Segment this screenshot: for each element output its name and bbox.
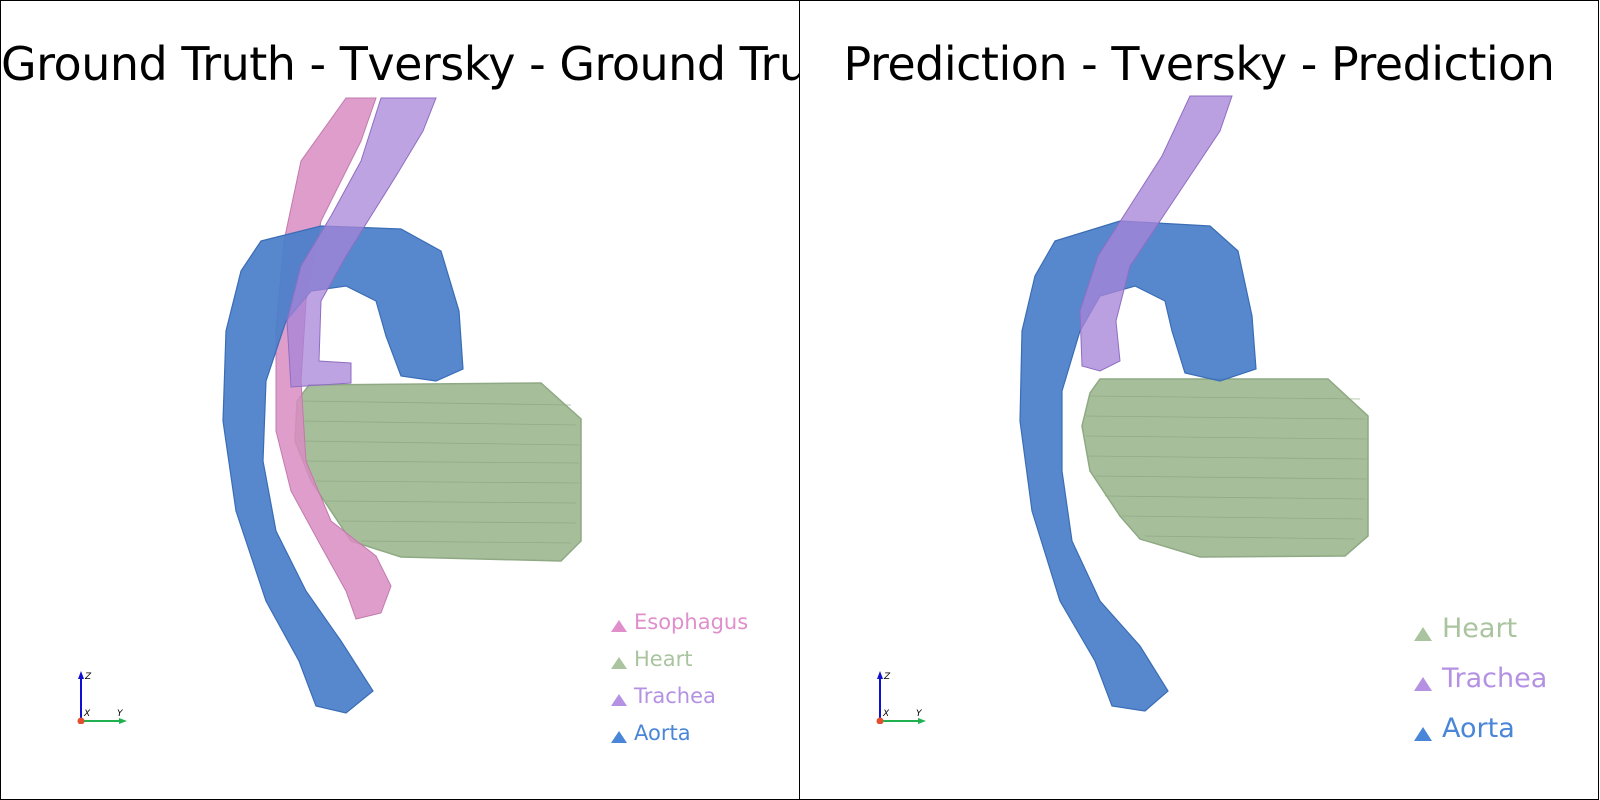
aorta-mesh	[1019, 220, 1257, 712]
trachea-mesh	[286, 97, 437, 388]
heart-texture	[298, 400, 580, 544]
legend-label: Esophagus	[634, 609, 749, 634]
aorta-mesh	[222, 225, 464, 714]
page-title: Ground Truth - Tversky - Ground Truth	[1, 37, 800, 91]
legend-label: Heart	[634, 646, 693, 671]
orientation-axes-icon: Z X Y	[77, 671, 127, 724]
triangle-icon	[611, 656, 627, 669]
legend-label: Aorta	[1442, 712, 1515, 744]
axis-y-label: Y	[916, 709, 923, 719]
triangle-icon	[611, 730, 627, 743]
prediction-3d-render[interactable]	[800, 1, 1598, 799]
legend-label: Aorta	[634, 720, 691, 745]
legend-item-aorta: Aorta	[1414, 703, 1547, 753]
trachea-mesh	[1079, 95, 1233, 372]
legend-item-trachea: Trachea	[1414, 653, 1547, 703]
triangle-icon	[1414, 627, 1432, 641]
axis-x-label: X	[882, 709, 890, 719]
legend-item-heart: Heart	[1414, 603, 1547, 653]
prediction-panel[interactable]: Prediction - Tversky - Prediction Heart …	[799, 0, 1599, 800]
axis-x-label: X	[83, 709, 91, 719]
heart-texture	[1085, 395, 1368, 540]
legend-item-aorta: Aorta	[611, 714, 748, 751]
legend-item-trachea: Trachea	[611, 677, 748, 714]
triangle-icon	[1414, 677, 1432, 691]
legend-label: Trachea	[634, 683, 716, 708]
legend-item-heart: Heart	[611, 640, 748, 677]
page-title: Prediction - Tversky - Prediction	[843, 37, 1555, 91]
legend: Heart Trachea Aorta	[1414, 603, 1547, 753]
triangle-icon	[611, 693, 627, 706]
legend: Esophagus Heart Trachea Aorta	[611, 603, 748, 751]
ground-truth-panel[interactable]: Ground Truth - Tversky - Ground Truth Es…	[0, 0, 800, 800]
ground-truth-3d-render[interactable]	[1, 1, 799, 799]
axis-y-label: Y	[117, 709, 124, 719]
heart-mesh	[1081, 378, 1369, 558]
legend-label: Heart	[1442, 612, 1518, 644]
legend-item-esophagus: Esophagus	[611, 603, 748, 640]
triangle-icon	[611, 619, 627, 632]
legend-label: Trachea	[1442, 662, 1548, 694]
axis-z-label: Z	[883, 672, 891, 682]
triangle-icon	[1414, 727, 1432, 741]
axis-z-label: Z	[84, 672, 92, 682]
orientation-axes-icon: Z X Y	[876, 671, 926, 724]
